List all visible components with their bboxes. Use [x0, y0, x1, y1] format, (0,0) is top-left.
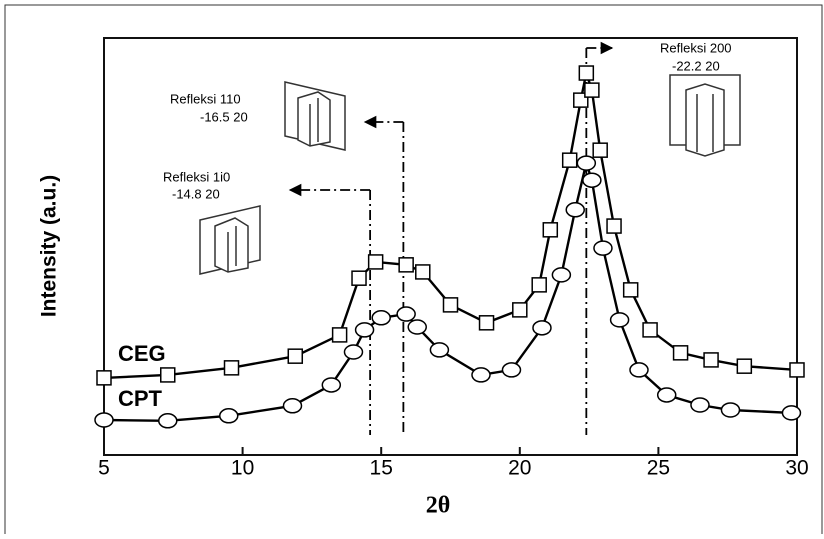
plot-area: [103, 37, 798, 456]
x-tick-label: 25: [647, 457, 670, 480]
point-marker: [622, 282, 639, 298]
point-marker: [703, 352, 719, 368]
point-marker: [789, 362, 805, 378]
point-marker: [736, 358, 753, 374]
point-marker: [478, 315, 495, 331]
annotation-label: Refleksi 110: [170, 91, 241, 106]
point-marker: [532, 320, 552, 336]
point-marker: [351, 270, 367, 286]
point-marker: [218, 408, 239, 424]
annotation-value: -14.8 20: [172, 186, 220, 201]
point-marker: [582, 172, 602, 188]
x-tick-label: 20: [508, 457, 531, 480]
x-axis-label: 2θ: [426, 493, 451, 519]
point-marker: [551, 267, 572, 283]
x-tick-label: 30: [785, 457, 808, 480]
point-marker: [158, 413, 178, 429]
point-marker: [343, 344, 364, 360]
point-marker: [94, 412, 114, 428]
point-marker: [609, 312, 630, 328]
x-tick-label: 10: [231, 457, 254, 480]
point-marker: [593, 240, 613, 256]
point-marker: [501, 362, 522, 378]
point-marker: [223, 360, 240, 376]
point-marker: [642, 322, 658, 338]
annotation-value: -16.5 20: [200, 109, 248, 124]
point-marker: [531, 277, 547, 293]
point-marker: [576, 155, 597, 171]
point-marker: [429, 342, 450, 358]
annotation-label: Refleksi 200: [660, 40, 732, 55]
point-marker: [672, 345, 689, 361]
point-marker: [321, 377, 342, 393]
x-tick-label: 5: [98, 457, 110, 480]
point-marker: [396, 306, 416, 322]
point-marker: [592, 142, 608, 158]
point-marker: [371, 310, 391, 326]
crystal-icons: [199, 74, 741, 275]
point-marker: [331, 327, 348, 343]
point-marker: [781, 405, 802, 421]
series-line: [103, 158, 792, 423]
point-marker: [606, 218, 622, 234]
point-marker: [629, 362, 649, 378]
frame: [4, 4, 823, 534]
point-marker: [471, 367, 491, 383]
point-marker: [398, 257, 414, 273]
y-axis-label: Intensity (a.u.): [38, 175, 61, 317]
point-marker: [282, 398, 303, 414]
annotation-label: Refleksi 1i0: [163, 169, 230, 184]
series-label: CEG: [118, 341, 166, 366]
point-marker: [160, 367, 176, 383]
point-marker: [578, 65, 595, 81]
point-marker: [407, 319, 427, 335]
point-marker: [720, 402, 741, 418]
point-marker: [584, 82, 600, 98]
x-tick-label: 15: [370, 457, 393, 480]
point-marker: [367, 254, 384, 270]
point-marker: [96, 370, 112, 386]
point-marker: [542, 222, 559, 238]
point-marker: [287, 348, 304, 364]
point-marker: [354, 322, 375, 338]
point-marker: [442, 297, 459, 313]
point-marker: [656, 387, 677, 403]
point-marker: [690, 397, 710, 413]
point-marker: [512, 302, 528, 318]
series-label: CPT: [118, 386, 163, 411]
point-marker: [415, 264, 431, 280]
point-marker: [565, 202, 585, 218]
point-marker: [561, 152, 578, 168]
annotation-value: -22.2 20: [672, 58, 720, 73]
